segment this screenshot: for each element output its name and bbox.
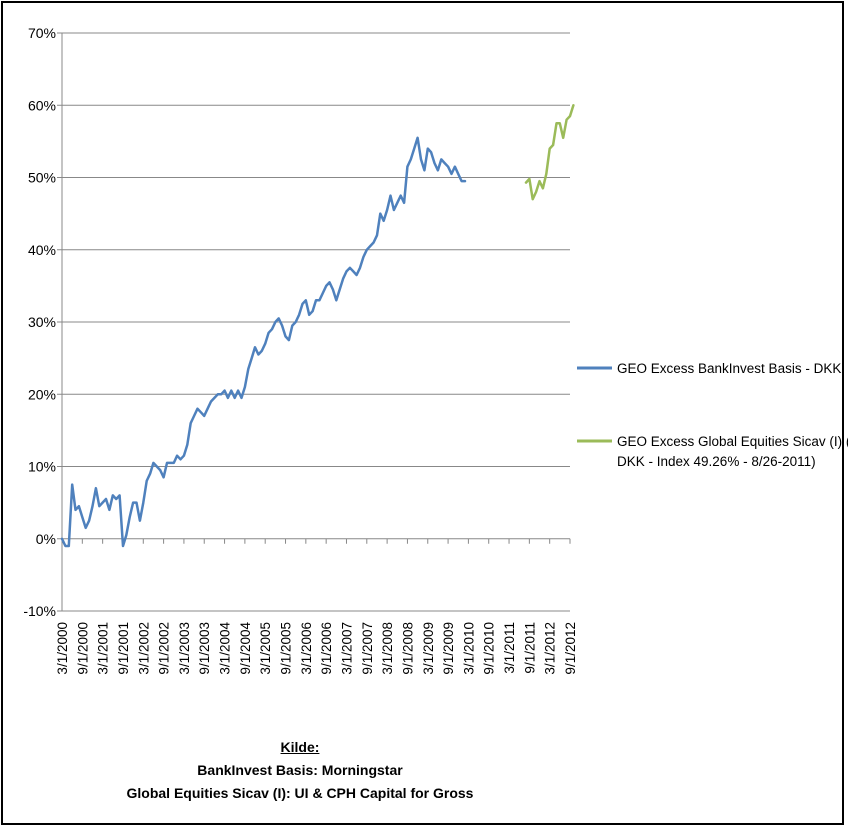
x-tick-label: 9/1/2001 (116, 622, 131, 675)
x-axis-tick-labels: 3/1/2000 9/1/2000 3/1/2001 9/1/2001 3/1/2002… (55, 622, 578, 675)
series-line-2 (524, 104, 575, 201)
y-tick-label: 60% (28, 97, 56, 113)
x-tick-label: 9/1/2009 (441, 622, 456, 675)
axes (57, 32, 571, 612)
x-tick-label: 3/1/2006 (299, 622, 314, 675)
legend-label-2: DKK - Index 49.26% - 8/26-2011) (617, 454, 816, 469)
source-note: Kilde: BankInvest Basis: Morningstar Glo… (0, 736, 600, 805)
y-tick-label: -10% (23, 603, 56, 619)
y-tick-label: 70% (28, 25, 56, 41)
legend-label-2: GEO Excess Global Equities Sicav (I) (Gr… (617, 434, 848, 449)
x-tick-label: 3/1/2004 (218, 622, 233, 675)
x-tick-label: 3/1/2007 (339, 622, 354, 675)
grid-lines (62, 32, 570, 467)
y-tick-label: 40% (28, 242, 56, 258)
y-tick-label: 50% (28, 170, 56, 186)
x-tick-label: 3/1/2009 (421, 622, 436, 675)
x-tick-label: 3/1/2005 (258, 622, 273, 675)
x-tick-label: 9/1/2006 (319, 622, 334, 675)
x-tick-label: 3/1/2000 (55, 622, 70, 675)
legend: GEO Excess BankInvest Basis - DKK GEO Exc… (577, 361, 848, 469)
y-tick-label: 10% (28, 459, 56, 475)
x-tick-label: 9/1/2003 (197, 622, 212, 675)
source-line-1: BankInvest Basis: Morningstar (197, 762, 403, 778)
source-title: Kilde: (280, 739, 320, 755)
x-tick-label: 3/1/2001 (96, 622, 111, 675)
x-tick-label: 9/1/2010 (482, 622, 497, 675)
x-tick-label: 9/1/2011 (522, 622, 537, 674)
x-tick-label: 9/1/2008 (400, 622, 415, 675)
series-line-1 (60, 136, 467, 548)
x-tick-label: 9/1/2002 (157, 622, 172, 675)
x-tick-label: 3/1/2012 (543, 622, 558, 675)
source-line-2: Global Equities Sicav (I): UI & CPH Capi… (126, 785, 474, 801)
x-tick-label: 9/1/2012 (563, 622, 578, 675)
x-tick-label: 9/1/2004 (238, 622, 253, 675)
x-tick-label: 3/1/2008 (380, 622, 395, 675)
x-tick-label: 9/1/2000 (75, 622, 90, 675)
y-tick-label: 30% (28, 314, 56, 330)
series-lines (60, 104, 575, 548)
y-axis-tick-labels: 70% 60% 50% 40% 30% 20% 10% 0% -10% (23, 25, 56, 619)
x-tick-label: 3/1/2010 (461, 622, 476, 675)
x-tick-label: 9/1/2007 (360, 622, 375, 675)
x-tick-label: 3/1/2011 (502, 622, 517, 674)
y-tick-label: 0% (36, 531, 56, 547)
x-tick-label: 9/1/2005 (279, 622, 294, 675)
x-tick-label: 3/1/2003 (177, 622, 192, 675)
legend-label-1: GEO Excess BankInvest Basis - DKK (617, 361, 841, 376)
y-tick-label: 20% (28, 386, 56, 402)
x-tick-label: 3/1/2002 (136, 622, 151, 675)
